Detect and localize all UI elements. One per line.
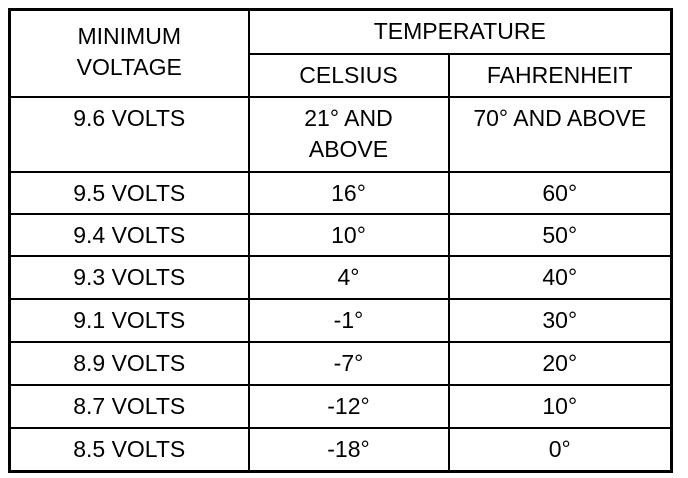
cell-text: 16° — [331, 179, 366, 206]
header-cell: CELSIUS — [247, 52, 450, 98]
cell-text: 10° — [331, 221, 366, 248]
voltage-table: MINIMUM VOLTAGE TEMPERATURE CELSIUS FAHR… — [8, 8, 673, 473]
data-cell: 30° — [447, 297, 673, 343]
cell-text: 40° — [542, 263, 578, 290]
cell-text: 8.5 VOLTS — [73, 435, 186, 462]
cell-text: 0° — [548, 435, 571, 462]
cell-text: 70° AND ABOVE — [473, 104, 647, 131]
data-cell: 9.1 VOLTS — [8, 297, 250, 343]
cell-text: 9.4 VOLTS — [73, 221, 186, 248]
data-cell: 8.5 VOLTS — [8, 426, 250, 473]
cell-text: 20° — [542, 349, 578, 376]
data-row: 9.3 VOLTS 4° 40° — [8, 254, 673, 300]
header-row: CELSIUS FAHRENHEIT — [10, 52, 673, 98]
data-cell: 10° — [247, 212, 450, 257]
cell-text: 9.1 VOLTS — [73, 306, 186, 333]
data-cell: 10° — [447, 383, 673, 429]
data-cell: 60° — [447, 170, 673, 215]
cell-text: 8.9 VOLTS — [73, 349, 186, 376]
data-cell: 4° — [247, 254, 450, 300]
data-cell: 16° — [247, 170, 450, 215]
data-row: 9.1 VOLTS -1° 30° — [8, 297, 673, 343]
cell-text: 9.6 VOLTS — [73, 104, 186, 131]
header-row: MINIMUM VOLTAGE TEMPERATURE — [8, 8, 673, 98]
data-cell: 20° — [447, 340, 673, 386]
cell-text: -1° — [333, 306, 364, 333]
data-cell: -1° — [247, 297, 450, 343]
cell-text: -7° — [333, 349, 364, 376]
data-cell: 9.4 VOLTS — [8, 212, 250, 257]
cell-text: 50° — [542, 221, 578, 248]
data-row: 9.6 VOLTS 21° AND ABOVE 70° AND ABOVE — [8, 95, 673, 173]
data-cell: -7° — [247, 340, 450, 386]
header-cell: FAHRENHEIT — [447, 52, 673, 98]
data-cell: -12° — [247, 383, 450, 429]
data-cell: 21° AND ABOVE — [247, 95, 450, 173]
header-cell: MINIMUM VOLTAGE — [8, 8, 250, 98]
header-cell: TEMPERATURE — [247, 8, 673, 55]
cell-text: 21° AND ABOVE — [304, 104, 393, 162]
data-cell: 9.5 VOLTS — [8, 170, 250, 215]
cell-text: 30° — [542, 306, 578, 333]
cell-text: 4° — [337, 263, 360, 290]
header-text: FAHRENHEIT — [486, 61, 633, 88]
data-cell: -18° — [247, 426, 450, 473]
data-cell: 0° — [447, 426, 673, 473]
cell-text: 9.5 VOLTS — [73, 179, 186, 206]
data-row: 8.7 VOLTS -12° 10° — [8, 383, 673, 429]
data-cell: 9.6 VOLTS — [8, 95, 250, 173]
data-row: 9.5 VOLTS 16° 60° — [8, 170, 673, 215]
header-text: CELSIUS — [299, 61, 398, 88]
data-cell: 50° — [447, 212, 673, 257]
cell-text: 60° — [542, 179, 578, 206]
data-row: 8.9 VOLTS -7° 20° — [8, 340, 673, 386]
data-cell: 70° AND ABOVE — [447, 95, 673, 173]
header-text: MINIMUM VOLTAGE — [76, 23, 182, 80]
table-body: MINIMUM VOLTAGE TEMPERATURE CELSIUS FAHR… — [8, 8, 673, 473]
data-cell: 8.9 VOLTS — [8, 340, 250, 386]
cell-text: -18° — [327, 435, 370, 462]
cell-text: 8.7 VOLTS — [73, 392, 186, 419]
header-text: TEMPERATURE — [373, 18, 546, 44]
data-cell: 9.3 VOLTS — [8, 254, 250, 300]
data-row: 8.5 VOLTS -18° 0° — [8, 426, 673, 473]
cell-text: 10° — [542, 392, 578, 419]
data-cell: 8.7 VOLTS — [8, 383, 250, 429]
data-cell: 40° — [447, 254, 673, 300]
cell-text: 9.3 VOLTS — [73, 263, 186, 290]
cell-text: -12° — [327, 392, 370, 419]
data-row: 9.4 VOLTS 10° 50° — [8, 212, 673, 257]
